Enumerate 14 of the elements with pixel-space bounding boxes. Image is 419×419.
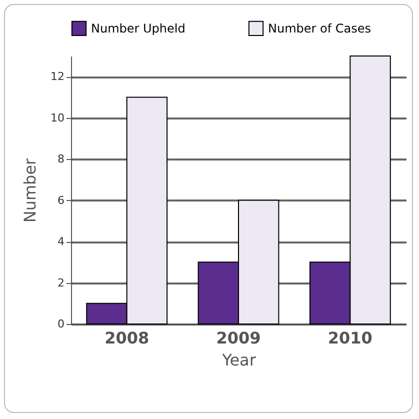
legend-label: Number Upheld <box>91 21 186 36</box>
y-axis-title: Number <box>20 158 40 223</box>
y-tick-label: 6 <box>58 194 64 207</box>
y-tick-label: 4 <box>58 235 64 248</box>
y-tick-label: 2 <box>58 276 64 290</box>
legend-label: Number of Cases <box>268 21 372 36</box>
x-tick-label: 2010 <box>328 328 372 348</box>
x-tick-label: 2008 <box>104 328 150 348</box>
y-tick-label: 10 <box>50 111 64 124</box>
x-axis-title: Year <box>221 350 256 370</box>
y-tick-label: 0 <box>58 318 64 330</box>
x-tick-label: 2009 <box>216 328 261 348</box>
y-tick-label: 8 <box>58 152 64 166</box>
y-tick-label: 12 <box>50 70 64 84</box>
